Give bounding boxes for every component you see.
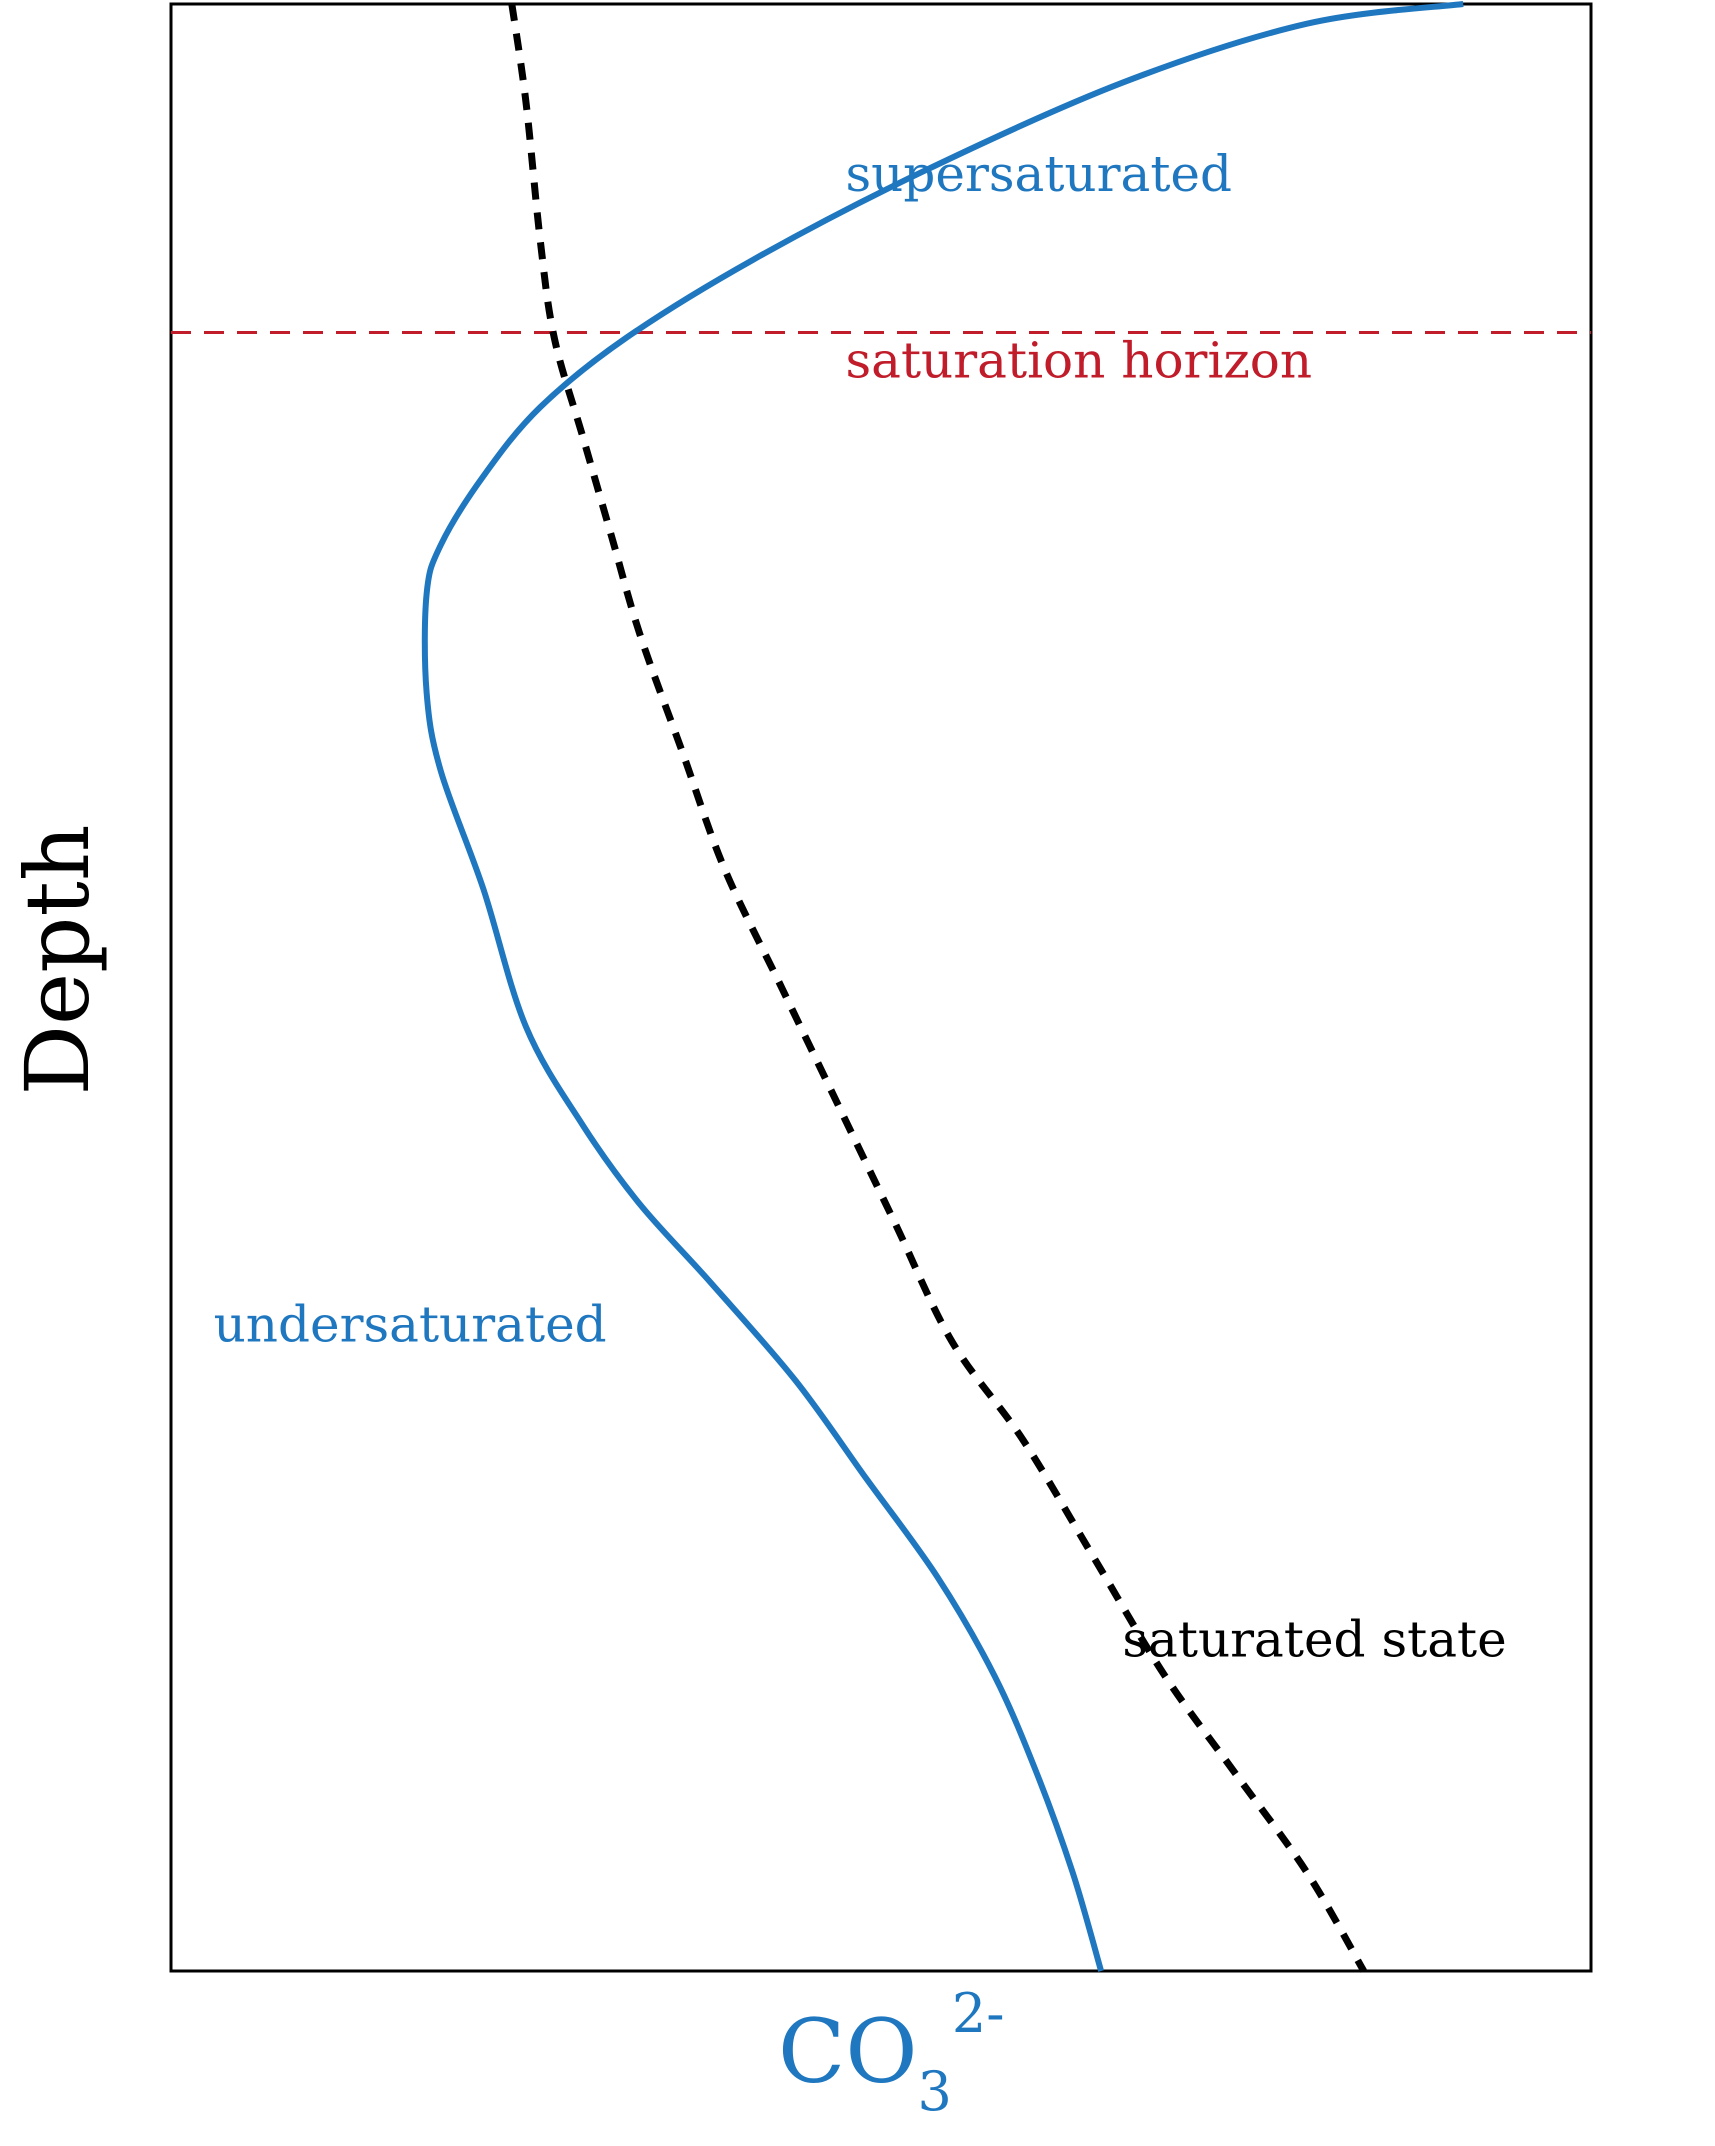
annotation-saturated-state: saturated state (1122, 1610, 1506, 1668)
annotation-saturation-horizon: saturation horizon (846, 332, 1313, 390)
y-axis-label: Depth (6, 824, 109, 1095)
carbonate-concentration-curve (421, 1, 1464, 1972)
x-axis-label-subscript: 3 (917, 2060, 951, 2123)
annotation-undersaturated: undersaturated (214, 1296, 607, 1354)
x-axis-label-main: CO (778, 2000, 917, 2103)
x-axis-label: CO32- (778, 1982, 1004, 2123)
x-axis-label-superscript: 2- (952, 1982, 1005, 2045)
plot-frame (169, 2, 1593, 1973)
saturated-state-curve (508, 3, 1367, 1973)
annotation-supersaturated: supersaturated (846, 145, 1233, 203)
